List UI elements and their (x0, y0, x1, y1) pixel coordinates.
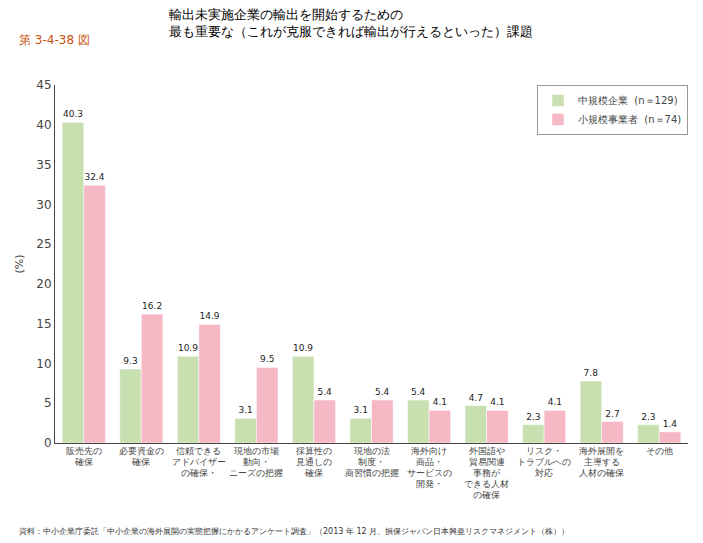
svg-text:3.1: 3.1 (238, 405, 252, 415)
svg-text:4.1: 4.1 (548, 397, 562, 407)
svg-text:輸出未実施企業の輸出を開始するための最も重要な（これが克服で: 輸出未実施企業の輸出を開始するための最も重要な（これが克服できれば輸出が行えると… (169, 7, 533, 39)
svg-text:15: 15 (36, 317, 51, 331)
svg-text:信頼できるアドバイザーの確保・: 信頼できるアドバイザーの確保・ (172, 446, 226, 478)
svg-text:海外向け商品・サービスの開発・: 海外向け商品・サービスの開発・ (407, 446, 452, 489)
svg-text:4.7: 4.7 (469, 393, 483, 403)
svg-text:0: 0 (44, 436, 52, 450)
svg-text:45: 45 (36, 78, 51, 92)
svg-text:14.9: 14.9 (199, 311, 219, 321)
svg-text:10: 10 (36, 357, 51, 371)
svg-text:リスク・トラブルへの対応: リスク・トラブルへの対応 (517, 446, 571, 478)
svg-text:2.3: 2.3 (641, 412, 655, 422)
svg-text:9.3: 9.3 (123, 356, 137, 366)
svg-text:外国語や貿易関連事務ができる人材の確保: 外国語や貿易関連事務ができる人材の確保 (464, 446, 509, 500)
svg-text:その他: その他 (646, 446, 673, 456)
svg-text:3.1: 3.1 (354, 405, 368, 415)
svg-text:5.4: 5.4 (317, 387, 332, 397)
svg-text:9.5: 9.5 (260, 354, 274, 364)
svg-text:4.1: 4.1 (490, 397, 504, 407)
svg-text:40.3: 40.3 (63, 109, 83, 119)
svg-text:5.4: 5.4 (375, 387, 390, 397)
svg-text:現地の法制度・商習慣の把握: 現地の法制度・商習慣の把握 (345, 446, 399, 478)
svg-text:25: 25 (36, 237, 51, 251)
svg-text:35: 35 (36, 158, 51, 172)
svg-text:30: 30 (36, 198, 51, 212)
svg-text:10.9: 10.9 (178, 343, 198, 353)
svg-text:中規模企業 (n＝129): 中規模企業 (n＝129) (578, 95, 678, 106)
svg-text:2.7: 2.7 (605, 409, 619, 419)
svg-text:40: 40 (36, 118, 51, 132)
svg-text:現地の市場動向・ニーズの把握: 現地の市場動向・ニーズの把握 (229, 446, 283, 478)
svg-text:7.8: 7.8 (584, 368, 599, 378)
svg-text:資料：中小企業庁委託「中小企業の海外展開の実態把握にかかるア: 資料：中小企業庁委託「中小企業の海外展開の実態把握にかかるアンケート調査」（20… (19, 527, 569, 536)
svg-text:小規模事業者 (n＝74): 小規模事業者 (n＝74) (578, 114, 681, 125)
svg-text:10.9: 10.9 (293, 343, 313, 353)
svg-text:5: 5 (44, 396, 52, 410)
svg-text:1.4: 1.4 (663, 419, 678, 429)
svg-text:海外展開を主導する人材の確保: 海外展開を主導する人材の確保 (579, 446, 624, 478)
svg-text:5.4: 5.4 (411, 387, 426, 397)
svg-text:(%): (%) (13, 254, 26, 273)
svg-text:販売先の確保: 販売先の確保 (66, 446, 102, 467)
svg-text:2.3: 2.3 (526, 412, 540, 422)
svg-text:採算性の見通しの確保: 採算性の見通しの確保 (296, 446, 332, 478)
svg-text:16.2: 16.2 (142, 301, 162, 311)
svg-text:必要資金の確保: 必要資金の確保 (119, 446, 164, 467)
svg-text:20: 20 (36, 277, 51, 291)
svg-text:第 3-4-38 図: 第 3-4-38 図 (19, 33, 90, 47)
svg-text:4.1: 4.1 (433, 397, 447, 407)
svg-text:32.4: 32.4 (84, 172, 104, 182)
